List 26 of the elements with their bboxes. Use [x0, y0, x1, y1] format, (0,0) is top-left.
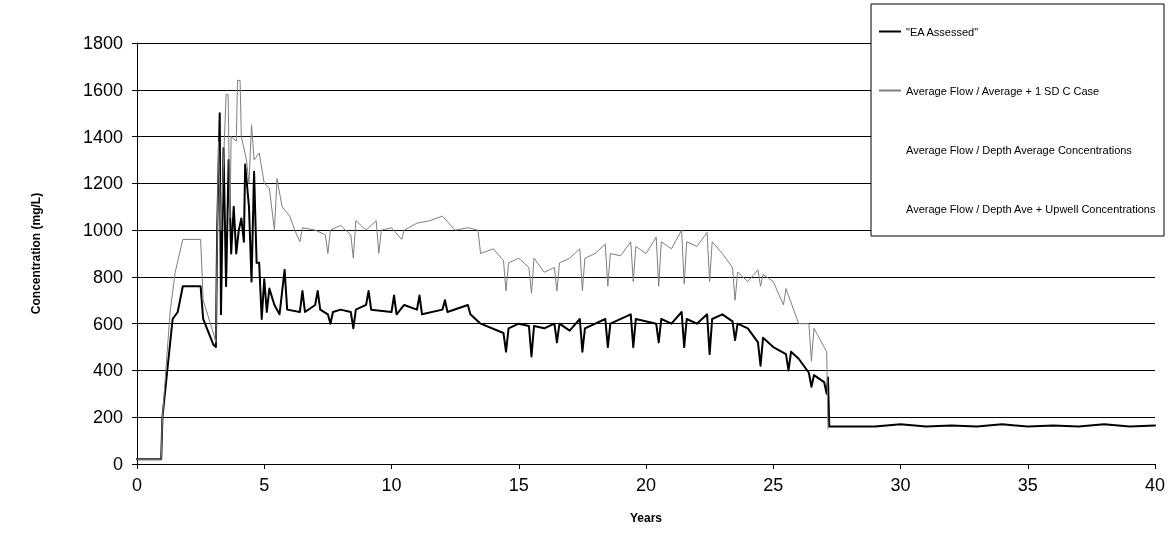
x-tick-label: 10 — [381, 475, 402, 495]
text: Average Flow / Depth Average Concentrations — [906, 143, 1133, 156]
text: Average Flow / Depth Ave + Upwell Concentrations — [906, 202, 1156, 215]
x-tick-label: 5 — [259, 475, 270, 495]
y-tick-label: 1800 — [82, 33, 123, 53]
x-tick-label: 25 — [763, 475, 784, 495]
y-axis-title: Concentration (mg/L) — [29, 192, 43, 315]
x-tick-label: 15 — [508, 475, 529, 495]
y-tick-label: 0 — [112, 454, 123, 474]
x-tick-label: 0 — [131, 475, 143, 495]
y-tick-label: 1200 — [82, 173, 123, 194]
x-tick-label: 40 — [1144, 475, 1166, 495]
line-series — [136, 79, 829, 460]
legend-label: Average Flow / Average + 1 SD C Case — [906, 84, 1100, 97]
y-tick-label: 1600 — [82, 79, 123, 100]
y-tick-label: 1400 — [82, 126, 123, 147]
x-axis-title: Years — [629, 511, 663, 525]
x-tick-label: 20 — [635, 475, 657, 495]
y-tick-label: 800 — [92, 266, 123, 287]
x-tick-label: 35 — [1017, 475, 1038, 495]
legend-label: "EA Assessed" — [906, 25, 979, 38]
y-tick-label: 600 — [92, 313, 123, 334]
y-tick-label: 200 — [92, 407, 123, 428]
y-tick-label: 400 — [92, 360, 123, 381]
y-tick-label: 1000 — [82, 220, 123, 241]
x-tick-label: 30 — [890, 475, 911, 495]
